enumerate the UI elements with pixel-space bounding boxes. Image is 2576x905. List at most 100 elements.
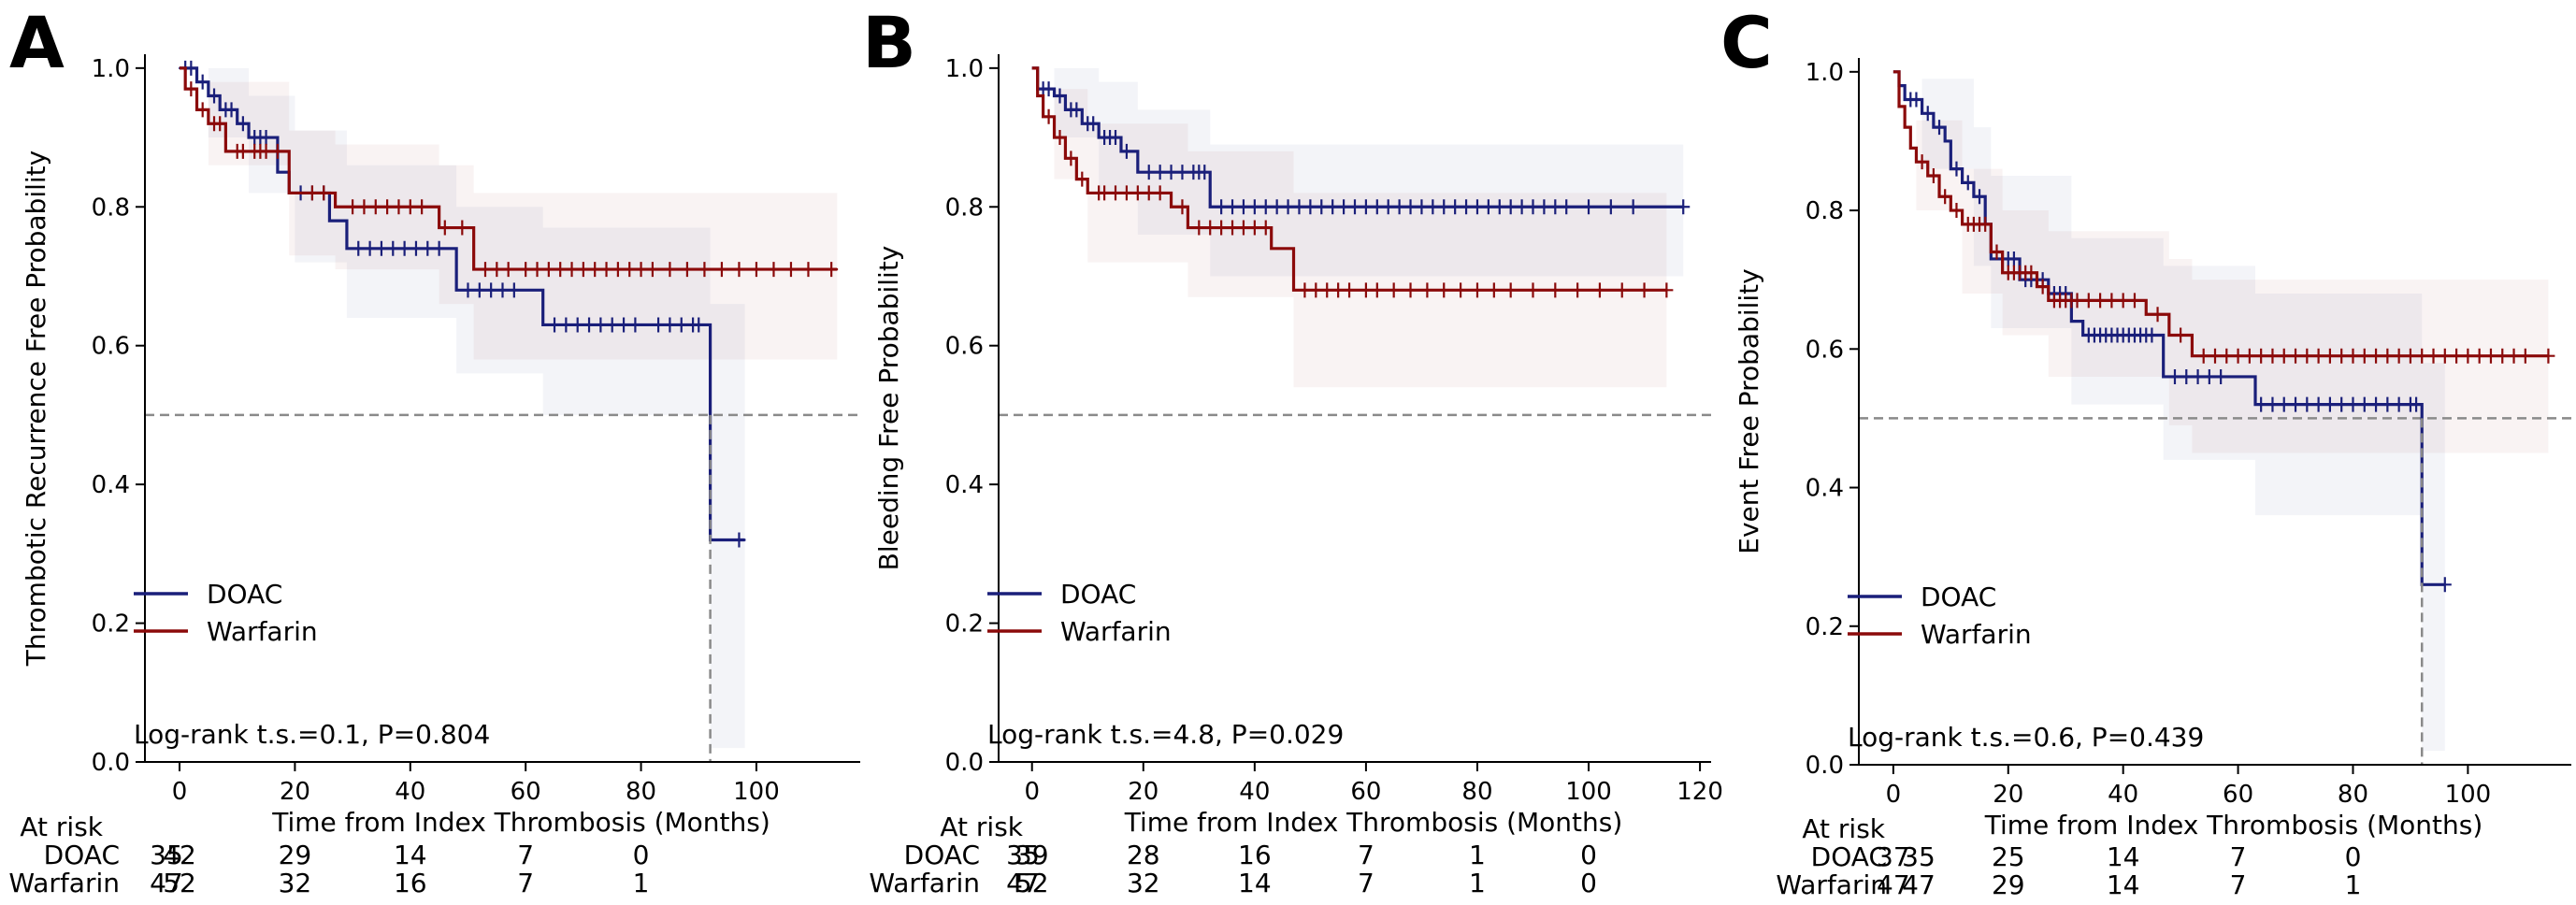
log-rank-statistic: Log-rank t.s.=4.8, P=0.029 [987,719,1344,750]
censor-mark-warfarin [305,185,319,201]
legend-label-doac: DOAC [207,579,282,610]
y-tick-label: 0.4 [945,471,984,499]
censor-mark-warfarin [490,262,504,278]
at-risk-count: 47 [1006,868,1040,898]
censor-mark-warfarin [2277,348,2291,364]
censor-mark-doac [2266,396,2280,412]
x-tick-label: 60 [1350,778,1381,806]
censor-mark-doac [1470,199,1484,215]
censor-mark-doac [1677,199,1691,215]
x-tick-label: 60 [511,778,541,806]
at-risk-count: 1 [1469,840,1486,870]
confidence-band-warfarin [1892,71,2549,453]
censor-mark-doac [472,282,486,298]
censor-mark-warfarin [2369,348,2383,364]
censor-mark-doac [2369,396,2383,412]
censor-mark-doac [496,282,510,298]
censor-mark-doac [1492,199,1506,215]
y-tick-label: 1.0 [945,55,984,83]
x-tick-label: 20 [280,778,310,806]
censor-mark-doac [1109,130,1123,146]
censor-mark-warfarin [2357,348,2371,364]
censor-mark-warfarin [1548,282,1562,298]
censor-mark-doac [1348,199,1361,215]
censor-mark-warfarin [1454,282,1468,298]
at-risk-count: 0 [1580,840,1597,870]
censor-mark-warfarin [825,262,839,278]
censor-mark-warfarin [599,262,613,278]
censor-mark-warfarin [1592,282,1606,298]
y-tick-label: 0.4 [92,471,130,499]
censor-mark-doac [236,116,250,132]
censor-mark-doac [1198,165,1212,180]
legend-label-doac: DOAC [1921,582,1996,612]
survival-curve-warfarin [1892,70,2549,358]
censor-mark-warfarin [357,199,371,215]
censor-mark-doac [1626,199,1640,215]
censor-mark-warfarin [1615,282,1629,298]
censor-mark-doac [2311,396,2325,412]
x-axis-label: Time from Index Thrombosis (Months) [1124,807,1623,838]
x-tick-label: 120 [1677,778,1723,806]
censor-mark-warfarin [403,199,417,215]
censor-mark-doac [1247,199,1261,215]
censor-mark-warfarin [1042,108,1056,124]
at-risk-count: 7 [2230,841,2247,872]
censor-mark-warfarin [1950,203,1964,219]
censor-mark-doac [1236,199,1250,215]
censor-mark-doac [1515,199,1529,215]
censor-mark-warfarin [2381,348,2395,364]
censor-mark-warfarin [1142,185,1156,201]
censor-mark-doac [1042,81,1056,97]
censor-mark-warfarin [801,262,815,278]
censor-mark-doac [1303,199,1317,215]
censor-mark-doac [1226,199,1240,215]
at-risk-count: 32 [279,868,312,898]
censor-mark-warfarin [2151,307,2165,323]
censor-mark-doac [2277,396,2291,412]
censor-mark-doac [1175,165,1189,180]
y-tick-label: 0.8 [1806,197,1844,225]
log-rank-statistic: Log-rank t.s.=0.1, P=0.804 [134,719,490,750]
censor-mark-doac [2254,396,2268,412]
censor-mark-warfarin [2518,348,2532,364]
censor-mark-warfarin [530,262,544,278]
censor-mark-warfarin [2300,348,2314,364]
at-risk-count: 7 [1358,840,1374,870]
x-tick-label: 40 [395,778,425,806]
censor-mark-warfarin [2116,293,2130,309]
x-tick-label: 40 [2108,781,2138,809]
censor-mark-warfarin [2220,348,2234,364]
censor-mark-warfarin [1387,282,1401,298]
at-risk-count: 39 [1015,840,1049,870]
at-risk-count: 42 [163,840,196,870]
censor-mark-warfarin [519,262,533,278]
at-risk-count: 0 [1580,868,1597,898]
censor-mark-warfarin [455,220,469,236]
x-axis-label: Time from Index Thrombosis (Months) [1984,810,2483,840]
censor-mark-doac [352,240,366,256]
censor-mark-warfarin [1064,151,1078,166]
censor-mark-doac [559,317,573,333]
at-risk-count: 14 [2107,841,2140,872]
at-risk-group-warfarin: Warfarin [1776,869,1887,900]
y-axis-label: Bleeding Free Probability [873,246,904,571]
at-risk-count: 32 [1127,868,1160,898]
x-tick-label: 80 [626,778,656,806]
censor-mark-warfarin [784,262,798,278]
panel-label: C [1720,1,1773,84]
censor-mark-doac [2335,396,2349,412]
censor-mark-warfarin [236,143,250,159]
censor-mark-warfarin [478,262,492,278]
censor-mark-warfarin [2289,348,2303,364]
censor-mark-warfarin [1331,282,1346,298]
censor-mark-warfarin [1504,282,1518,298]
y-tick-label: 0.0 [945,749,984,777]
censor-mark-warfarin [1403,282,1418,298]
censor-mark-warfarin [2254,348,2268,364]
censor-mark-warfarin [1470,282,1484,298]
censor-mark-warfarin [2335,348,2349,364]
at-risk-group-warfarin: Warfarin [869,868,980,898]
x-tick-label: 0 [172,778,188,806]
censor-mark-warfarin [2311,348,2325,364]
